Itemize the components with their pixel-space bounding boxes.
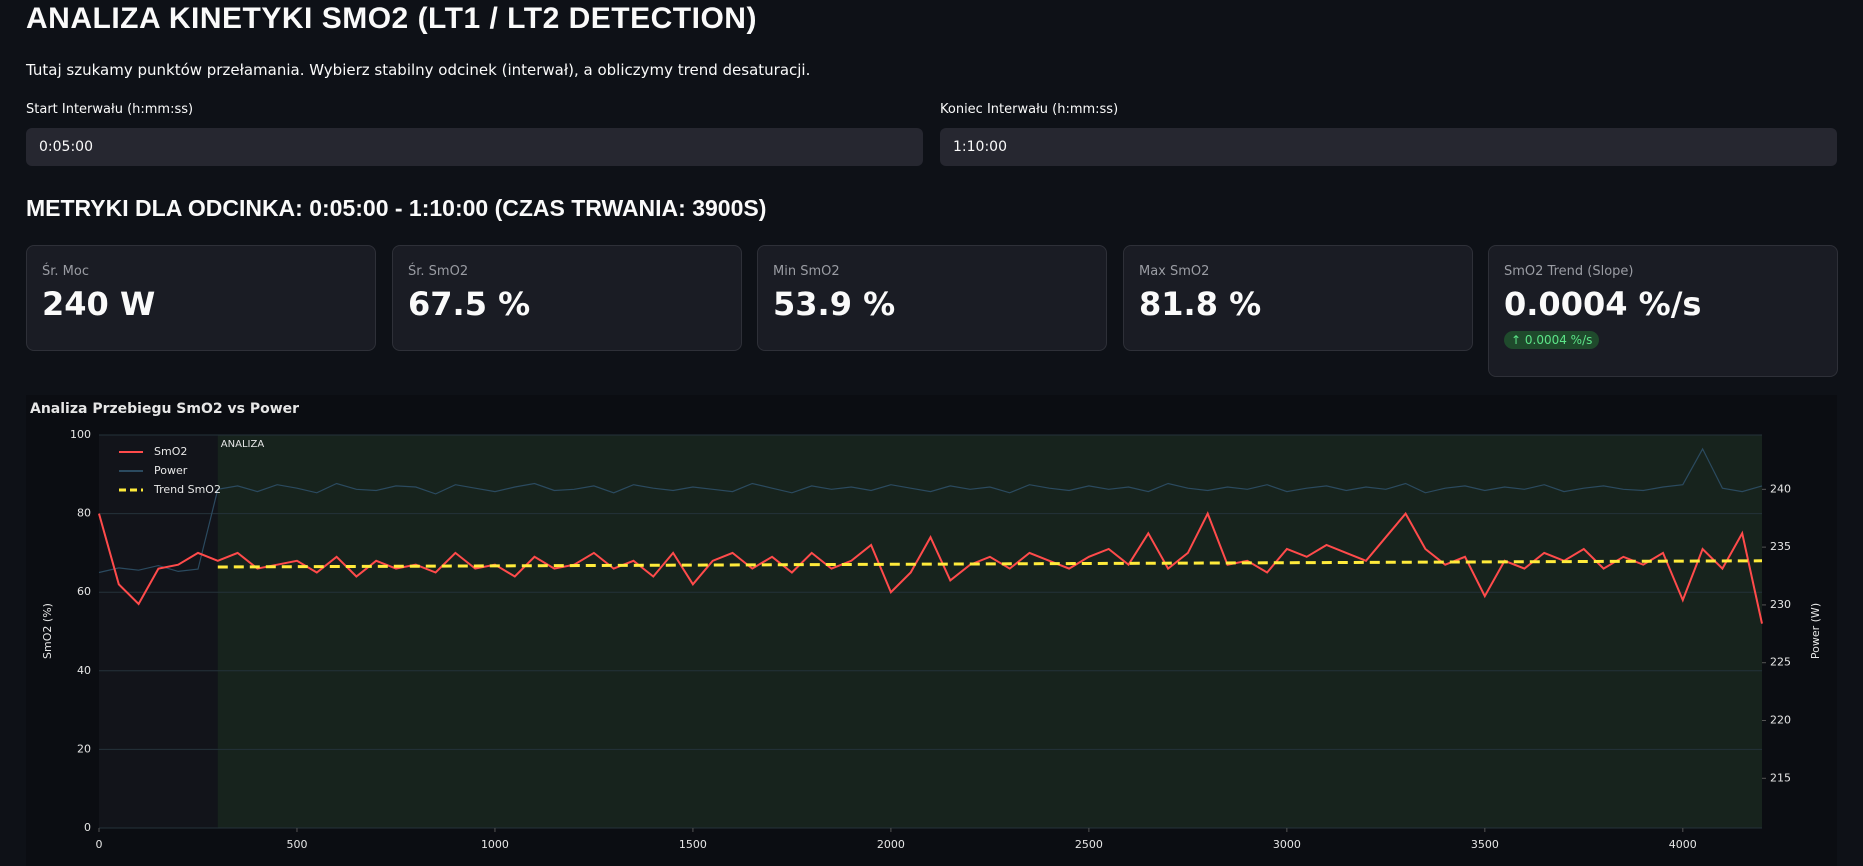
input-label: Koniec Interwału (h:mm:ss)	[940, 102, 1119, 117]
x-tick-label: 500	[286, 838, 307, 851]
input-label: Start Interwału (h:mm:ss)	[26, 102, 194, 117]
y2-tick-label: 220	[1770, 714, 1791, 727]
y-tick-label: 100	[70, 428, 91, 441]
metric-value: 81.8 %	[1139, 285, 1262, 323]
y2-tick-label: 240	[1770, 482, 1791, 495]
y-tick-label: 20	[77, 742, 91, 755]
y-tick-label: 60	[77, 585, 91, 598]
metric-delta: ↑ 0.0004 %/s	[1504, 331, 1600, 349]
metric-value: 0.0004 %/s	[1504, 285, 1702, 323]
y-tick-label: 40	[77, 664, 91, 677]
y-tick-label: 80	[77, 507, 91, 520]
section-title: METRYKI DLA ODCINKA: 0:05:00 - 1:10:00 (…	[26, 195, 767, 221]
metric-label: Max SmO2	[1139, 264, 1210, 279]
x-tick-label: 1000	[481, 838, 509, 851]
region-label: ANALIZA	[221, 439, 265, 450]
page-title: ANALIZA KINETYKI SMO2 (LT1 / LT2 DETECTI…	[26, 2, 757, 35]
plot-bg	[99, 435, 1762, 828]
y2-tick-label: 215	[1770, 771, 1791, 784]
metric-value: 67.5 %	[408, 285, 531, 323]
metric-card: Min SmO2 53.9 %	[757, 245, 1107, 351]
chart-title: Analiza Przebiegu SmO2 vs Power	[30, 401, 299, 417]
metric-value: 240 W	[42, 285, 156, 323]
metric-label: Śr. Moc	[42, 264, 89, 279]
x-tick-label: 3500	[1471, 838, 1499, 851]
metric-label: Śr. SmO2	[408, 264, 469, 279]
legend-label: SmO2	[154, 445, 187, 458]
shaded-region	[217, 435, 1762, 828]
metric-value: 53.9 %	[773, 285, 896, 323]
x-tick-label: 0	[96, 838, 103, 851]
legend-label: Power	[154, 464, 188, 477]
series-line	[98, 511, 1763, 624]
metric-card: SmO2 Trend (Slope) 0.0004 %/s ↑ 0.0004 %/s	[1488, 245, 1838, 377]
y2-tick-label: 230	[1770, 598, 1791, 611]
metric-card: Śr. SmO2 67.5 %	[392, 245, 742, 351]
y-axis-title: SmO2 (%)	[41, 603, 54, 659]
metric-card: Max SmO2 81.8 %	[1123, 245, 1473, 351]
delta-text: 0.0004 %/s	[1524, 333, 1593, 347]
legend-label: Trend SmO2	[153, 483, 221, 496]
chart: Analiza Przebiegu SmO2 vs Power SmO2 (%)…	[26, 395, 1837, 866]
y2-tick-label: 225	[1770, 656, 1791, 669]
end-input[interactable]: 1:10:00	[940, 128, 1837, 166]
x-tick-label: 4000	[1669, 838, 1697, 851]
metric-label: Min SmO2	[773, 264, 840, 279]
series-line	[98, 447, 1763, 574]
start-input[interactable]: 0:05:00	[26, 128, 923, 166]
y2-tick-label: 235	[1770, 540, 1791, 553]
x-tick-label: 2000	[877, 838, 905, 851]
x-tick-label: 1500	[679, 838, 707, 851]
metric-label: SmO2 Trend (Slope)	[1504, 264, 1634, 279]
metric-card: Śr. Moc 240 W	[26, 245, 376, 351]
x-tick-label: 3000	[1273, 838, 1301, 851]
x-tick-label: 2500	[1075, 838, 1103, 851]
series-line	[217, 559, 1763, 569]
description: Tutaj szukamy punktów przełamania. Wybie…	[26, 61, 811, 79]
y-tick-label: 0	[84, 821, 91, 834]
y2-axis-title: Power (W)	[1809, 603, 1822, 659]
